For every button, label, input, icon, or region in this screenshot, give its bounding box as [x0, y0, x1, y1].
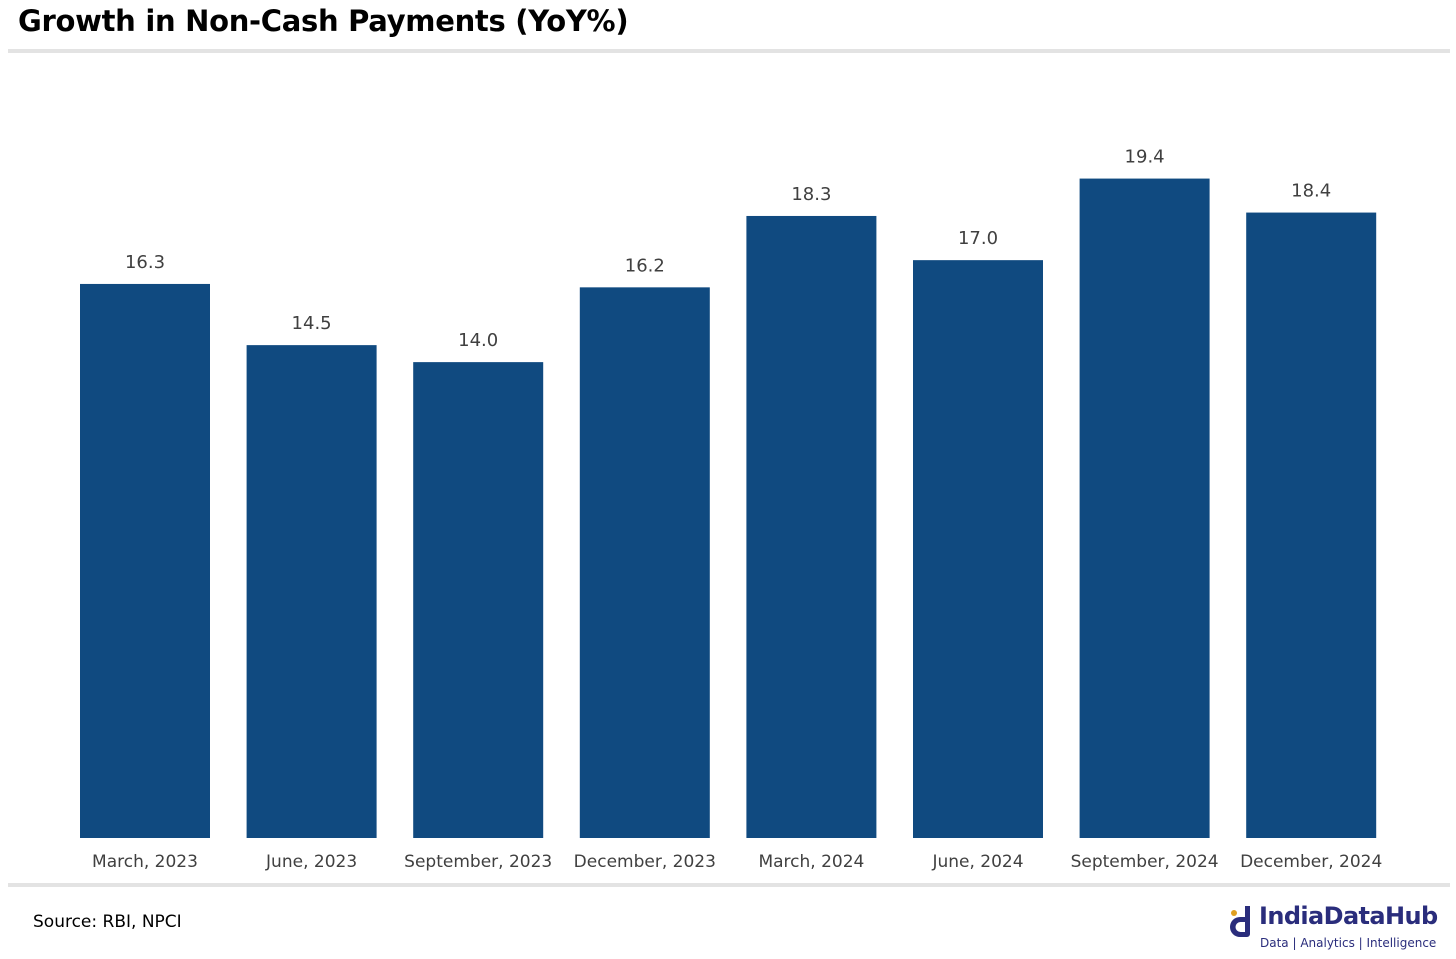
bottom-divider	[8, 883, 1450, 887]
value-label-3: 16.2	[625, 255, 665, 276]
brand-tagline: Data | Analytics | Intelligence	[1260, 936, 1437, 950]
bar-7	[1246, 212, 1377, 839]
value-labels-group: 16.3 14.5 14.0 16.2 18.3 17.0 19.4 18.4	[125, 147, 1331, 352]
category-label-2: September, 2023	[404, 852, 552, 872]
indiadatahub-logo-icon	[1230, 906, 1250, 937]
category-labels-group: March, 2023 June, 2023 September, 2023 Dece…	[92, 852, 1382, 872]
value-label-1: 14.5	[292, 313, 332, 334]
bar-4	[746, 215, 877, 839]
category-label-4: March, 2024	[758, 852, 864, 872]
brand-logo-block: IndiaDataHub Data | Analytics | Intellig…	[1228, 902, 1448, 954]
source-note: Source: RBI, NPCI	[33, 912, 182, 932]
bars-group	[80, 178, 1377, 839]
bar-0	[80, 283, 210, 839]
brand-name: IndiaDataHub	[1259, 902, 1438, 930]
chart-title: Growth in Non-Cash Payments (YoY%)	[18, 4, 629, 38]
value-label-7: 18.4	[1291, 181, 1331, 202]
value-label-6: 19.4	[1125, 147, 1165, 168]
top-divider	[8, 49, 1450, 53]
bar-6	[1079, 178, 1210, 839]
bar-2	[413, 362, 544, 838]
bar-chart: 16.3 14.5 14.0 16.2 18.3 17.0 19.4 18.4 March, …	[80, 147, 1382, 872]
category-label-6: September, 2024	[1071, 852, 1219, 872]
category-label-1: June, 2023	[265, 852, 357, 872]
category-label-5: June, 2024	[931, 852, 1023, 872]
category-label-0: March, 2023	[92, 852, 198, 872]
value-label-5: 17.0	[958, 228, 998, 249]
value-label-0: 16.3	[125, 252, 165, 273]
category-label-3: December, 2023	[574, 852, 716, 872]
bar-1	[246, 345, 377, 838]
bar-3	[579, 287, 710, 838]
bar-5	[913, 260, 1043, 838]
value-label-4: 18.3	[791, 184, 831, 205]
value-label-2: 14.0	[458, 330, 498, 351]
category-label-7: December, 2024	[1240, 852, 1382, 872]
